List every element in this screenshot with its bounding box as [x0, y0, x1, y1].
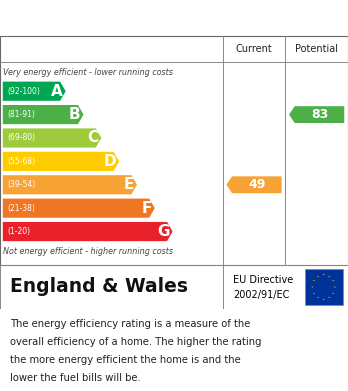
Polygon shape	[3, 175, 137, 194]
Polygon shape	[3, 105, 84, 124]
Text: England & Wales: England & Wales	[10, 276, 188, 296]
Polygon shape	[3, 199, 155, 218]
Text: 2002/91/EC: 2002/91/EC	[233, 290, 290, 300]
Polygon shape	[327, 276, 331, 277]
Text: (39-54): (39-54)	[7, 180, 35, 189]
Text: Current: Current	[236, 44, 272, 54]
Text: (92-100): (92-100)	[7, 87, 40, 96]
Text: B: B	[69, 107, 81, 122]
FancyBboxPatch shape	[304, 269, 343, 305]
Text: overall efficiency of a home. The higher the rating: overall efficiency of a home. The higher…	[10, 337, 262, 347]
Text: G: G	[157, 224, 170, 239]
Polygon shape	[3, 128, 101, 147]
Polygon shape	[327, 297, 331, 298]
Text: Energy Efficiency Rating: Energy Efficiency Rating	[10, 11, 232, 25]
Text: Very energy efficient - lower running costs: Very energy efficient - lower running co…	[3, 68, 173, 77]
Text: E: E	[124, 177, 134, 192]
Text: A: A	[51, 84, 63, 99]
Text: (55-68): (55-68)	[7, 157, 35, 166]
Polygon shape	[313, 293, 316, 294]
Text: The energy efficiency rating is a measure of the: The energy efficiency rating is a measur…	[10, 319, 251, 329]
Polygon shape	[227, 176, 282, 193]
Polygon shape	[332, 293, 335, 294]
Text: C: C	[87, 131, 98, 145]
Text: EU Directive: EU Directive	[233, 275, 293, 285]
Text: lower the fuel bills will be.: lower the fuel bills will be.	[10, 373, 141, 383]
Polygon shape	[3, 222, 173, 241]
Text: Not energy efficient - higher running costs: Not energy efficient - higher running co…	[3, 247, 174, 256]
Text: (69-80): (69-80)	[7, 133, 35, 142]
Text: (1-20): (1-20)	[7, 227, 30, 236]
Text: the more energy efficient the home is and the: the more energy efficient the home is an…	[10, 355, 241, 365]
Polygon shape	[316, 276, 320, 277]
Text: 83: 83	[311, 108, 329, 121]
Polygon shape	[322, 299, 325, 300]
Text: D: D	[104, 154, 116, 169]
Polygon shape	[289, 106, 344, 123]
Polygon shape	[316, 297, 320, 298]
Polygon shape	[332, 280, 335, 281]
Polygon shape	[313, 280, 316, 281]
Text: Potential: Potential	[295, 44, 338, 54]
Text: (81-91): (81-91)	[7, 110, 35, 119]
Polygon shape	[322, 274, 325, 275]
Polygon shape	[3, 152, 119, 171]
Polygon shape	[3, 82, 66, 101]
Text: 49: 49	[249, 178, 266, 191]
Text: F: F	[142, 201, 152, 216]
Text: (21-38): (21-38)	[7, 204, 35, 213]
